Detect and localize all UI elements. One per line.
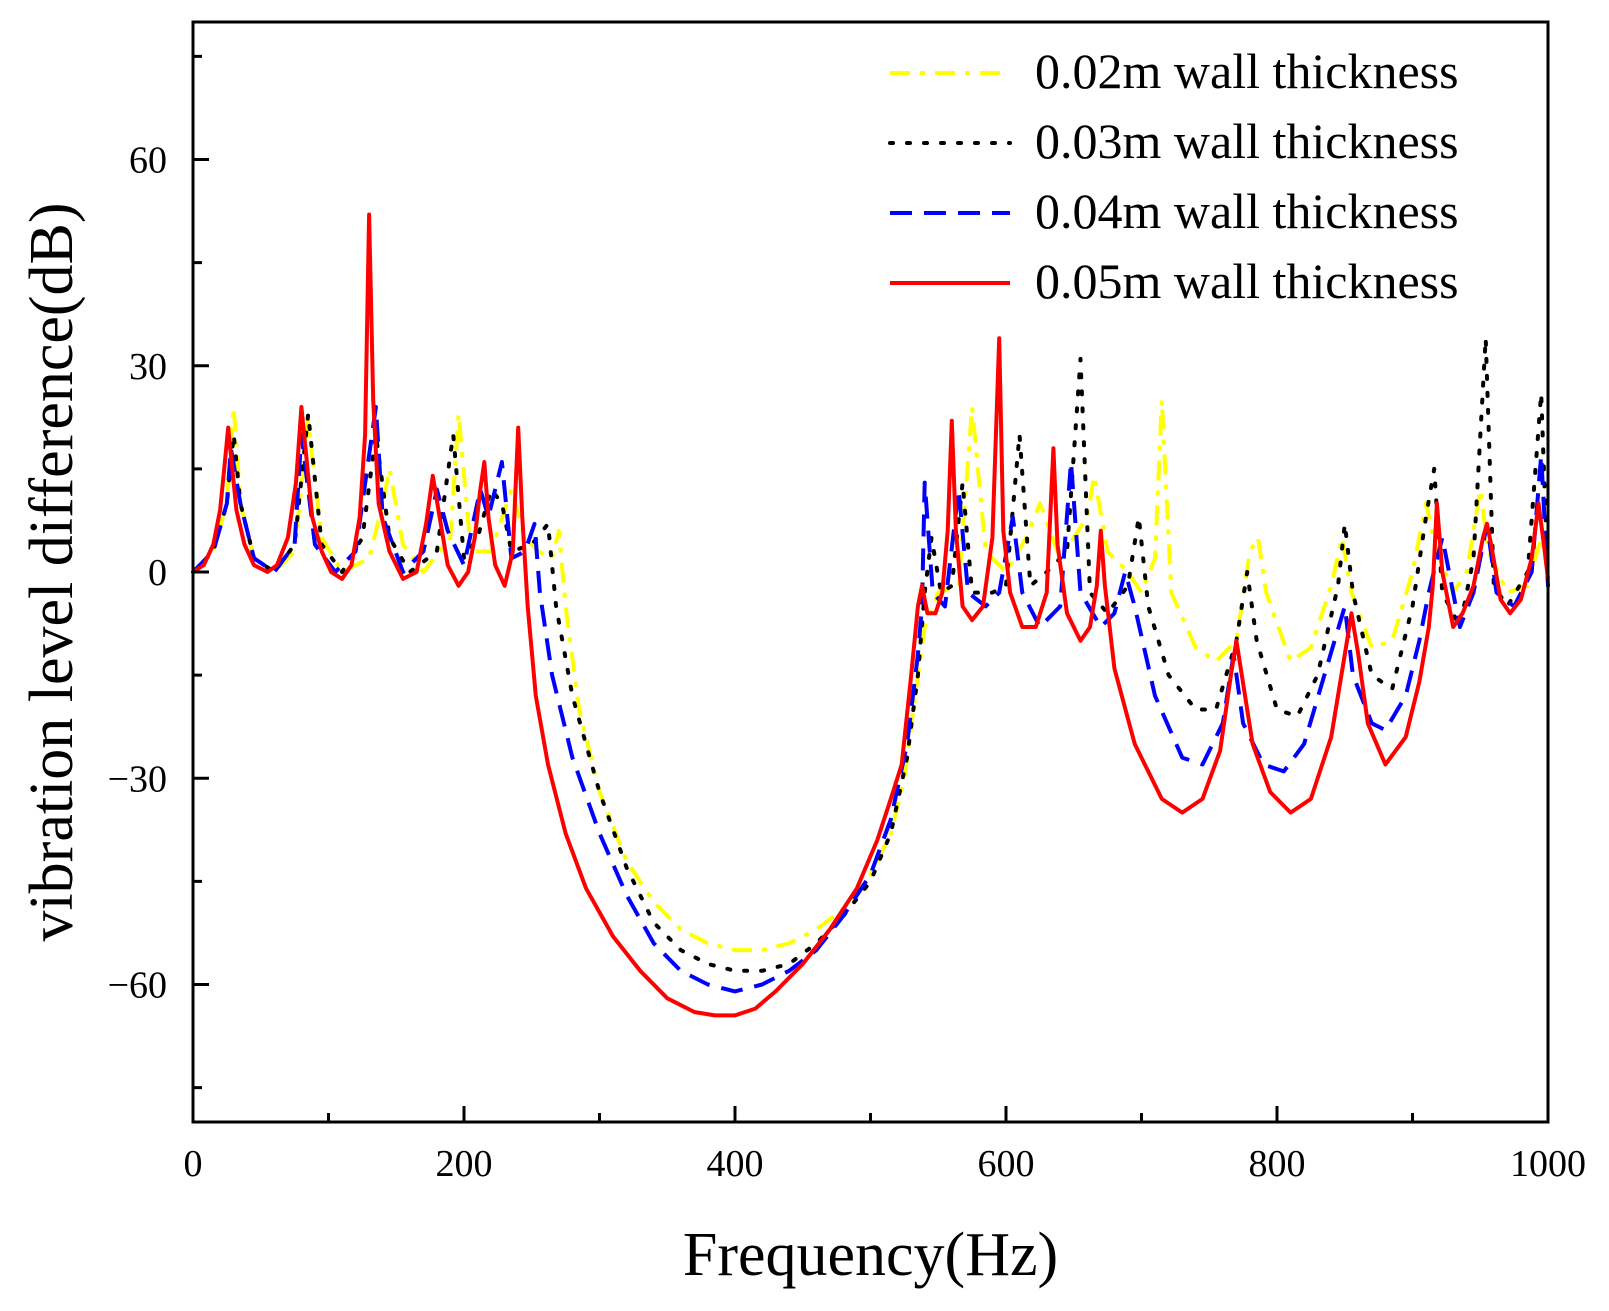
x-tick-label: 600 — [978, 1143, 1035, 1185]
y-tick-label: 0 — [148, 552, 167, 594]
y-tick-label: 60 — [129, 140, 167, 182]
legend-label: 0.05m wall thickness — [1035, 253, 1459, 309]
x-tick-label: 0 — [184, 1143, 203, 1185]
x-tick-label: 200 — [436, 1143, 493, 1185]
series-line-3 — [191, 405, 1550, 994]
legend-label: 0.04m wall thickness — [1035, 183, 1459, 239]
x-tick-label: 1000 — [1510, 1143, 1586, 1185]
y-axis-title: vibration level difference(dB) — [18, 202, 86, 941]
legend: 0.02m wall thickness 0.03m wall thickness… — [888, 43, 1459, 309]
y-tick-label: −60 — [108, 965, 167, 1007]
legend-label: 0.03m wall thickness — [1035, 113, 1459, 169]
x-axis-title: Frequency(Hz) — [683, 1221, 1058, 1289]
tick-layer: 0 200 400 600 800 1000 −60 −30 0 30 60 — [108, 54, 1586, 1185]
legend-label: 0.02m wall thickness — [1035, 43, 1459, 99]
series-line-1 — [191, 398, 1550, 953]
y-tick-label: −30 — [108, 758, 167, 800]
series-layer — [191, 212, 1550, 1018]
x-tick-label: 800 — [1249, 1143, 1306, 1185]
series-line-4 — [191, 212, 1550, 1018]
x-tick-label: 400 — [707, 1143, 764, 1185]
y-tick-label: 30 — [129, 346, 167, 388]
